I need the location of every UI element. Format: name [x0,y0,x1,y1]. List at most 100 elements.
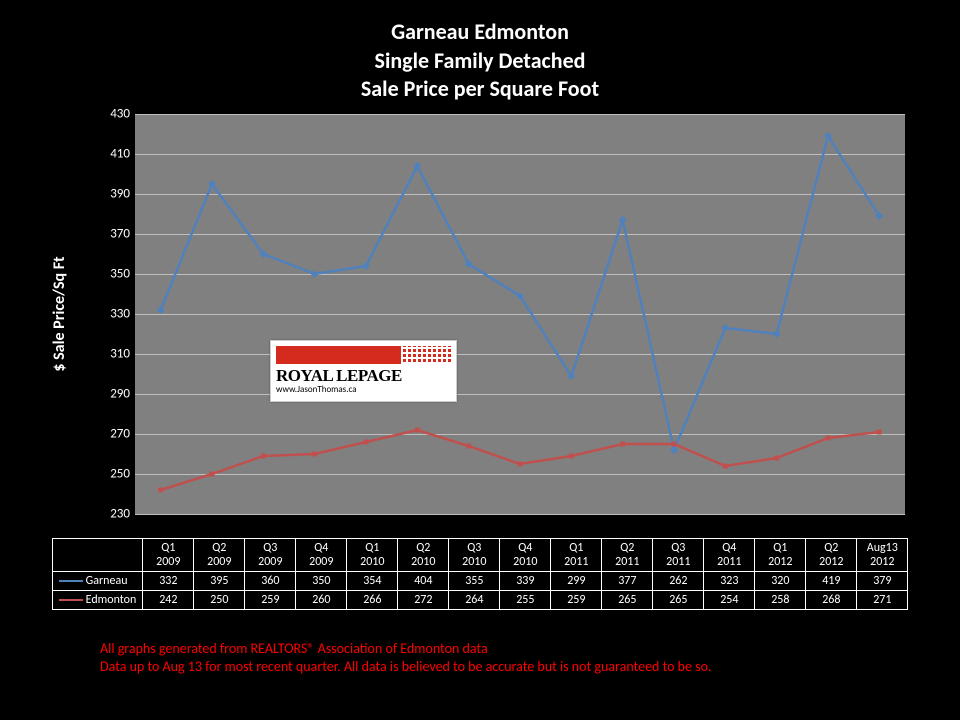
title-line-3: Sale Price per Square Foot [0,75,960,104]
line-chart-svg [135,114,905,514]
table-corner [52,538,143,571]
data-marker [364,439,369,444]
table-data-cell: 339 [500,571,551,590]
y-tick-label: 310 [100,346,130,361]
series-line [161,430,880,490]
chart-title-area: Garneau Edmonton Single Family Detached … [0,0,960,104]
table-header-cell: Q42009 [296,538,347,571]
data-marker [261,453,266,458]
y-tick-label: 430 [100,106,130,121]
gridline [135,514,905,515]
table-data-cell: 255 [500,590,551,609]
table-header-cell: Q22011 [602,538,653,571]
data-marker [415,427,420,432]
table-data-cell: 354 [347,571,398,590]
table-data-cell: 271 [857,590,908,609]
table-data-cell: 259 [551,590,602,609]
table-header-cell: Q22010 [398,538,449,571]
series-name: Garneau [86,574,128,588]
table-data-cell: 299 [551,571,602,590]
table-data-cell: 395 [194,571,245,590]
y-axis-label: $ Sale Price/Sq Ft [50,256,69,371]
table-data-cell: 265 [602,590,653,609]
y-tick-label: 270 [100,426,130,441]
logo-brand: ROYAL LEPAGE [276,366,451,386]
table-header-cell: Q22012 [806,538,857,571]
table-row-label: Edmonton [52,590,143,609]
table-data-cell: 262 [653,571,704,590]
plot-area [135,114,905,514]
y-tick-label: 330 [100,306,130,321]
data-marker [619,216,627,224]
data-marker [826,435,831,440]
series-name: Edmonton [86,593,137,607]
table-header-cell: Q32009 [245,538,296,571]
data-marker [210,471,215,476]
table-data-cell: 332 [143,571,194,590]
data-marker [157,306,165,314]
y-tick-label: 350 [100,266,130,281]
data-marker [466,443,471,448]
title-line-2: Single Family Detached [0,47,960,76]
data-marker [773,330,781,338]
table-data-cell: 355 [449,571,500,590]
legend-swatch [59,580,83,582]
data-marker [670,446,678,454]
table-header-cell: Q32010 [449,538,500,571]
table-data-cell: 250 [194,590,245,609]
data-marker [311,270,319,278]
table-data-cell: 260 [296,590,347,609]
data-marker [518,461,523,466]
table-row-label: Garneau [52,571,143,590]
table-data-cell: 360 [245,571,296,590]
y-tick-label: 390 [100,186,130,201]
table-header-cell: Q12010 [347,538,398,571]
table-data-cell: 264 [449,590,500,609]
table-header-cell: Aug132012 [857,538,908,571]
footer-line-1: All graphs generated from REALTORS® Asso… [100,640,960,658]
table-header-cell: Q12011 [551,538,602,571]
table-data-cell: 419 [806,571,857,590]
table-data-cell: 254 [704,590,755,609]
data-marker [312,451,317,456]
y-tick-label: 250 [100,466,130,481]
table-header-cell: Q12012 [755,538,806,571]
royal-lepage-logo: ROYAL LEPAGE www.JasonThomas.ca [270,340,457,402]
table-data-cell: 258 [755,590,806,609]
data-marker [620,441,625,446]
title-line-1: Garneau Edmonton [0,18,960,47]
footer-text: All graphs generated from REALTORS® Asso… [100,640,960,676]
y-tick-label: 230 [100,506,130,521]
y-tick-label: 410 [100,146,130,161]
table-header-cell: Q12009 [143,538,194,571]
y-tick-label: 290 [100,386,130,401]
legend-swatch [59,599,83,601]
data-marker [877,429,882,434]
data-marker [569,453,574,458]
table-data-cell: 268 [806,590,857,609]
table-data-cell: 265 [653,590,704,609]
table-data-cell: 323 [704,571,755,590]
table-data-cell: 266 [347,590,398,609]
data-marker [774,455,779,460]
table-data-cell: 259 [245,590,296,609]
data-marker [158,487,163,492]
table-data-cell: 377 [602,571,653,590]
table-data-cell: 350 [296,571,347,590]
table-data-cell: 242 [143,590,194,609]
data-marker [723,463,728,468]
data-table: Q12009Q22009Q32009Q42009Q12010Q22010Q320… [52,538,909,610]
table-data-cell: 404 [398,571,449,590]
chart-wrapper: $ Sale Price/Sq Ft 230 250 270 290 310 330 350… [45,114,915,534]
data-marker [721,324,729,332]
data-marker [672,441,677,446]
table-data-cell: 272 [398,590,449,609]
table-header-cell: Q42011 [704,538,755,571]
table-header-cell: Q42010 [500,538,551,571]
footer-line-2: Data up to Aug 13 for most recent quarte… [100,658,960,676]
table-data-cell: 379 [857,571,908,590]
y-tick-label: 370 [100,226,130,241]
table-header-cell: Q32011 [653,538,704,571]
table-header-cell: Q22009 [194,538,245,571]
table-data-cell: 320 [755,571,806,590]
